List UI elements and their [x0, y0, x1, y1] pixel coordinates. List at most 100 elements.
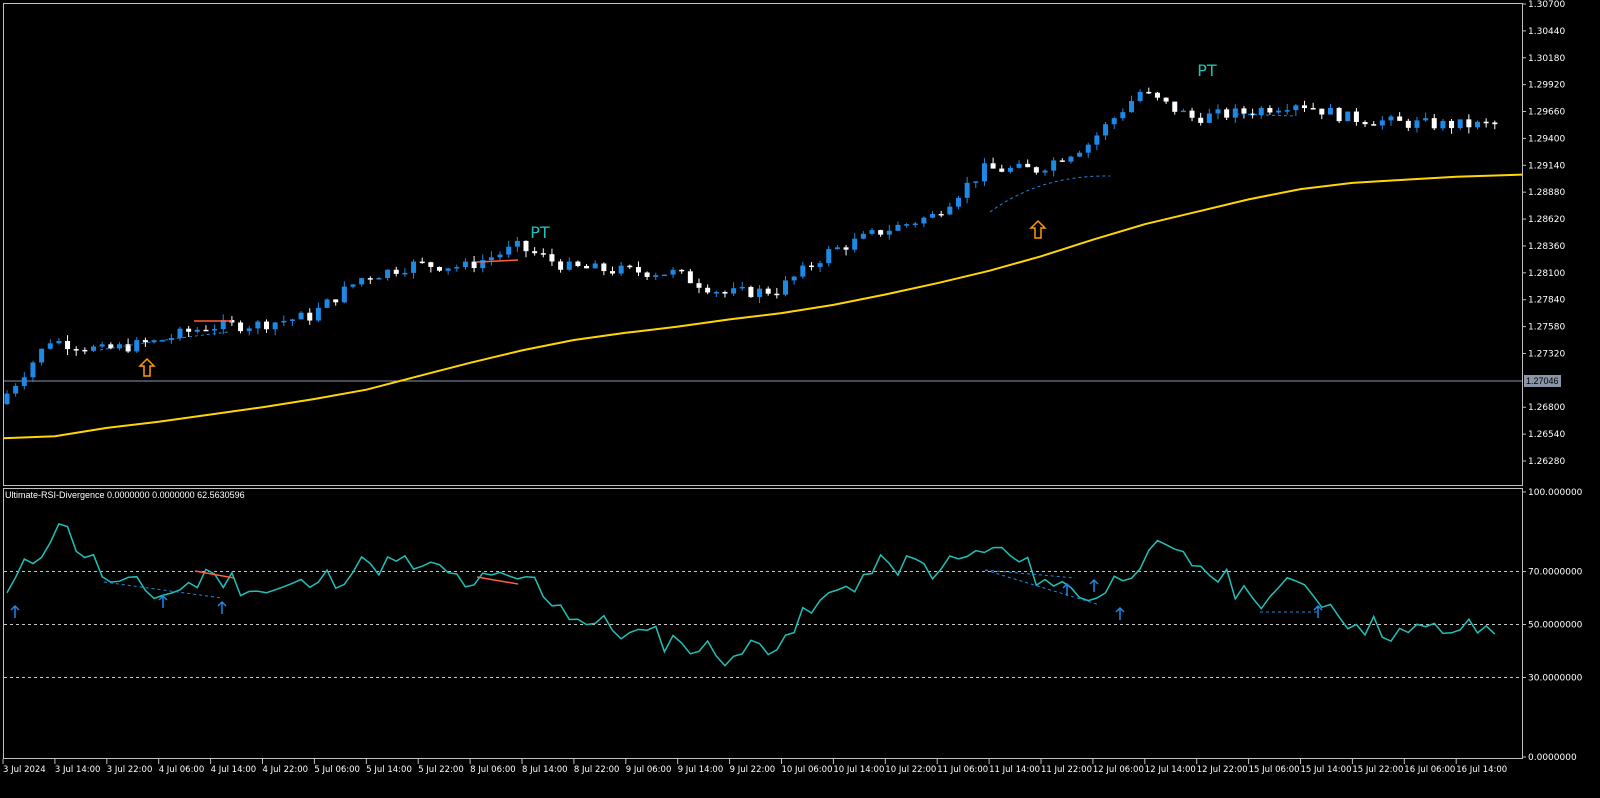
bull-candle — [480, 260, 486, 269]
bull-candle — [1345, 111, 1351, 122]
bull-candle — [1068, 156, 1074, 162]
time-tick-label: 16 Jul 14:00 — [1456, 765, 1507, 775]
bear-candle — [65, 341, 71, 350]
bull-candle — [886, 230, 892, 235]
bear-candle — [1224, 109, 1230, 118]
time-tick-label: 5 Jul 06:00 — [314, 765, 360, 775]
bull-candle — [13, 385, 19, 394]
bull-candle — [670, 269, 676, 275]
bear-candle — [437, 266, 442, 271]
bear-candle — [1492, 122, 1498, 125]
bull-candle — [869, 230, 875, 234]
bear-candle — [722, 291, 728, 294]
time-tick-label: 11 Jul 06:00 — [937, 765, 988, 775]
bull-candle — [99, 344, 105, 347]
bull-candle — [956, 197, 961, 207]
bull-candle — [341, 286, 347, 303]
bull-candle — [47, 343, 53, 349]
bear-candle — [238, 322, 244, 332]
bull-candle — [1457, 119, 1463, 129]
price-panel-border — [3, 3, 1523, 486]
current-price-tag: 1.27046 — [1524, 375, 1561, 387]
bull-candle — [757, 288, 763, 298]
bull-candle — [566, 261, 572, 270]
bear-candle — [186, 328, 192, 332]
bull-candle — [56, 341, 62, 344]
bear-candle — [203, 329, 209, 332]
bear-candle — [1025, 163, 1031, 168]
bull-candle — [497, 254, 503, 258]
bear-candle — [1483, 121, 1489, 124]
bull-candle — [1232, 108, 1238, 118]
bear-candle — [1371, 124, 1377, 126]
rsi-level-lines — [4, 571, 1522, 678]
rsi-tick-label: 0.0000000 — [1528, 753, 1577, 763]
bear-candle — [1336, 107, 1342, 122]
bull-candle — [592, 263, 598, 269]
bull-candle — [315, 307, 321, 321]
price-tick-label: 1.26280 — [1528, 457, 1565, 467]
bull-candle — [895, 224, 901, 231]
bear-candle — [575, 261, 581, 266]
time-tick-label: 5 Jul 22:00 — [418, 765, 464, 775]
rsi-tick-label: 70.0000000 — [1528, 568, 1583, 578]
time-tick-label: 12 Jul 14:00 — [1145, 765, 1196, 775]
price-tick-label: 1.29140 — [1528, 161, 1565, 171]
bullish-divergence-price — [99, 331, 229, 351]
price-tick-label: 1.27320 — [1528, 349, 1565, 359]
bear-candle — [748, 286, 754, 298]
bull-candle — [783, 280, 788, 295]
bull-candle — [272, 322, 278, 330]
rsi-tick-label: 50.0000000 — [1528, 621, 1583, 631]
bear-candle — [878, 230, 884, 235]
price-tick-label: 1.30440 — [1528, 27, 1565, 37]
bull-candle — [281, 320, 287, 323]
bear-candle — [264, 321, 269, 330]
bull-candle — [506, 246, 512, 255]
time-tick-label: 3 Jul 2024 — [3, 765, 46, 775]
bear-candle — [601, 263, 607, 272]
bearish-divergence-rsi — [476, 576, 519, 585]
bull-candle — [350, 284, 356, 287]
bull-candle — [212, 329, 218, 331]
pt-label: PT — [530, 223, 550, 242]
bear-candle — [1198, 117, 1204, 123]
bull-candle — [800, 265, 806, 277]
bear-candle — [774, 293, 780, 296]
bear-candle — [765, 288, 771, 294]
price-tick-label: 1.28880 — [1528, 188, 1565, 198]
bull-candle — [713, 291, 719, 294]
bear-candle — [696, 283, 702, 288]
bear-candle — [1267, 107, 1273, 113]
bear-candle — [1302, 105, 1307, 109]
bear-candle — [367, 278, 373, 280]
bear-candle — [1172, 101, 1178, 112]
bull-candle — [376, 278, 382, 280]
bear-candle — [558, 261, 564, 270]
price-tick-label: 1.29920 — [1528, 81, 1565, 91]
bull-candle — [4, 393, 10, 405]
bull-candle — [445, 268, 451, 271]
bull-candle — [1284, 110, 1290, 112]
bull-candle — [160, 340, 166, 342]
bear-candle — [471, 261, 477, 269]
bull-candle — [618, 265, 624, 274]
bearish-divergence-rsi — [194, 570, 235, 579]
bull-candle — [324, 299, 330, 308]
bear-candle — [428, 262, 434, 267]
bear-candle — [1146, 91, 1152, 94]
bullish-divergence-rsi — [103, 581, 223, 599]
divergence-arrow-icon — [10, 604, 20, 618]
bear-candle — [938, 213, 944, 216]
time-tick-label: 4 Jul 14:00 — [211, 765, 257, 775]
bear-candle — [1250, 113, 1256, 116]
time-tick-label: 10 Jul 06:00 — [782, 765, 833, 775]
bull-candle — [860, 233, 866, 239]
bull-candle — [947, 206, 953, 215]
bear-candle — [1449, 120, 1455, 129]
time-tick-label: 11 Jul 14:00 — [989, 765, 1040, 775]
price-tick-label: 1.30180 — [1528, 54, 1565, 64]
price-tick-label: 1.28360 — [1528, 242, 1565, 252]
